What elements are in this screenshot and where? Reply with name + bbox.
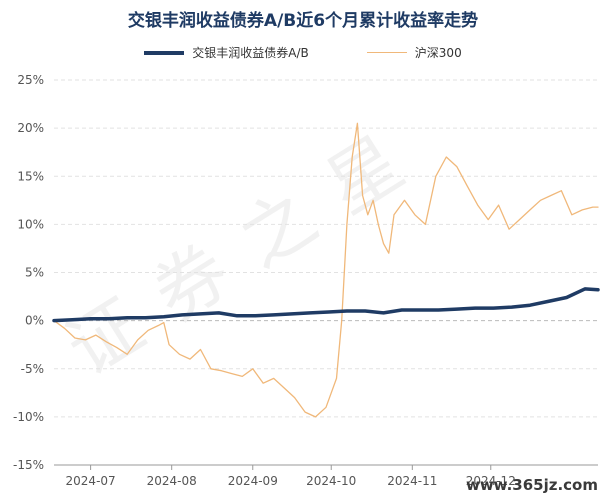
series-line-fund[interactable] [52, 287, 600, 323]
site-watermark: www.365jz.com [465, 476, 598, 494]
x-tick-label: 2024-12 [466, 474, 516, 488]
legend-swatch-fund [144, 50, 185, 55]
legend-label-index: 沪深300 [414, 46, 462, 60]
legend-item-index[interactable]: 沪深300 [366, 44, 462, 61]
series-lines [52, 122, 600, 418]
y-tick-label: -10% [13, 410, 44, 424]
y-tick-label: 5% [25, 266, 44, 280]
x-tick-label: 2024-11 [387, 474, 437, 488]
y-tick-label: 0% [25, 314, 44, 328]
y-tick-label: 15% [17, 169, 44, 183]
x-tick-label: 2024-10 [306, 474, 356, 488]
x-tick-label: 2024-09 [228, 474, 278, 488]
series-line-index[interactable] [53, 122, 599, 418]
legend: 交银丰润收益债券A/B 沪深300 [0, 44, 606, 61]
y-tick-label: -15% [13, 458, 44, 472]
legend-label-fund: 交银丰润收益债券A/B [192, 46, 309, 60]
y-tick-label: 25% [17, 73, 44, 87]
y-tick-label: -5% [21, 362, 44, 376]
axes: 25% 20% 15% 10% 5% 0% -5% -10% -15% 2024-07 2024-0… [13, 73, 598, 488]
chart-title: 交银丰润收益债券A/B近6个月累计收益率走势 [127, 11, 479, 31]
x-tick-label: 2024-07 [66, 474, 116, 488]
legend-swatch-index [366, 52, 407, 53]
x-tick-label: 2024-08 [147, 474, 197, 488]
y-tick-label: 10% [17, 217, 44, 231]
y-tick-label: 20% [17, 121, 44, 135]
legend-item-fund[interactable]: 交银丰润收益债券A/B [144, 44, 309, 61]
